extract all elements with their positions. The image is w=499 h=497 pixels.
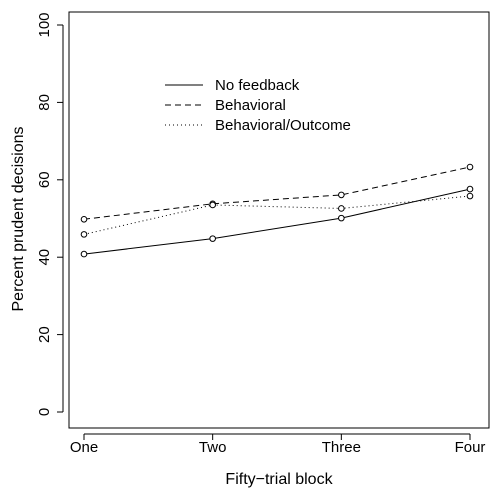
legend: No feedback Behavioral Behavioral/Outcome: [165, 77, 351, 134]
data-point: [80, 231, 88, 238]
series-layer: [80, 163, 474, 258]
legend-label: No feedback: [215, 77, 300, 94]
x-tick-label: Two: [199, 439, 227, 456]
series-line: [83, 166, 471, 220]
legend-label: Behavioral: [215, 97, 286, 114]
plot-area: [68, 11, 490, 429]
data-point: [80, 250, 88, 258]
data-point: [466, 185, 474, 193]
x-axis: One Two Three Four: [70, 433, 486, 456]
y-tick-label: 20: [36, 326, 53, 343]
data-point: [80, 215, 88, 223]
y-tick-label: 0: [36, 408, 53, 416]
x-tick-label: Four: [455, 439, 486, 456]
y-axis-title: Percent prudent decisions: [10, 127, 27, 312]
y-axis: 0 20 40 60 80 100: [36, 12, 64, 416]
x-tick-label: One: [70, 439, 98, 456]
series-line: [83, 188, 471, 255]
data-point: [338, 214, 345, 222]
series-no-feedback: [80, 185, 474, 258]
x-axis-title: Fifty−trial block: [225, 471, 333, 488]
data-point: [209, 235, 216, 242]
series-behavioral: [80, 163, 474, 223]
legend-label: Behavioral/Outcome: [215, 117, 351, 134]
y-tick-label: 40: [36, 249, 53, 266]
data-point: [338, 191, 345, 199]
data-point: [338, 205, 345, 212]
plot-frame: [68, 11, 490, 429]
x-tick-label: Three: [322, 439, 361, 456]
data-point: [466, 163, 474, 171]
y-tick-label: 100: [36, 12, 53, 37]
data-point: [466, 192, 474, 200]
data-point: [209, 201, 216, 209]
y-tick-label: 60: [36, 171, 53, 188]
series-line: [83, 195, 471, 235]
y-tick-label: 80: [36, 94, 53, 111]
series-behavioral-outcome: [80, 192, 474, 238]
